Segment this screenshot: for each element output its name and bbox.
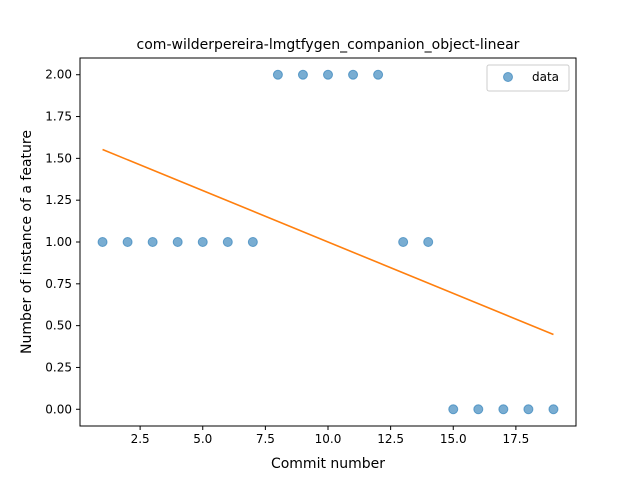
y-tick-label: 0.00 — [45, 402, 72, 416]
y-tick-label: 1.75 — [45, 110, 72, 124]
chart-title: com-wilderpereira-lmgtfygen_companion_ob… — [137, 37, 520, 53]
y-axis-label: Number of instance of a feature — [19, 130, 35, 354]
x-tick-label: 12.5 — [377, 432, 404, 446]
legend: data — [486, 64, 570, 92]
plot-frame — [79, 57, 577, 427]
y-tick-label: 1.00 — [45, 235, 72, 249]
data-point — [172, 237, 183, 247]
data-point — [448, 404, 459, 415]
y-tick-label: 0.50 — [45, 319, 72, 333]
x-axis-label: Commit number — [271, 456, 385, 472]
x-tick-label: 7.5 — [256, 432, 275, 446]
data-point — [147, 237, 158, 247]
data-point — [548, 404, 559, 415]
y-tick-label: 1.25 — [45, 193, 72, 207]
x-tick-label: 15.0 — [440, 432, 467, 446]
data-point — [297, 69, 308, 80]
data-point — [323, 69, 333, 80]
y-tick-label: 1.50 — [45, 151, 72, 165]
data-point — [247, 237, 258, 247]
data-point — [473, 404, 484, 415]
data-point — [348, 69, 359, 80]
legend-box — [486, 64, 570, 92]
y-tick-label: 2.00 — [45, 68, 72, 82]
x-tick-label: 2.5 — [131, 432, 150, 446]
x-tick-label: 17.5 — [503, 432, 530, 446]
x-tick-label: 10.0 — [315, 432, 342, 446]
data-point — [398, 237, 409, 247]
data-point — [373, 69, 384, 80]
data-point — [122, 237, 133, 247]
y-tick-label: 0.25 — [45, 360, 72, 374]
data-point — [222, 237, 233, 247]
legend-label-data: data — [532, 70, 559, 84]
data-point — [197, 237, 208, 247]
data-point — [498, 404, 509, 415]
x-tick-label: 5.0 — [193, 432, 212, 446]
data-point — [423, 237, 434, 247]
legend-marker-data — [503, 72, 513, 82]
data-point — [523, 404, 534, 415]
y-tick-label: 0.75 — [45, 277, 72, 291]
data-point — [272, 69, 283, 80]
data-point — [97, 237, 108, 247]
plot-area: 2.5 5.0 7.5 10.0 12.5 15.0 17.5 0.00 0.25 0.50 0.7… — [45, 68, 559, 446]
trend-line — [102, 148, 554, 336]
